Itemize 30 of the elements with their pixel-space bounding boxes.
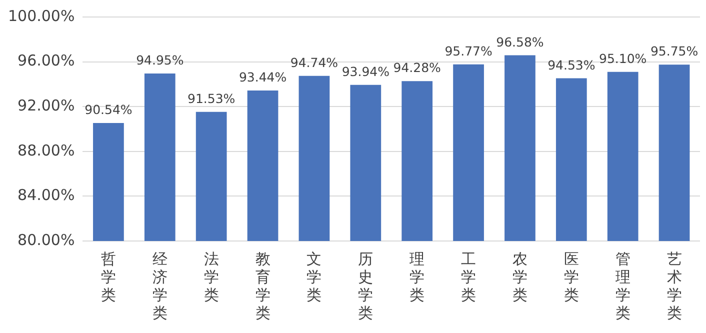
x-tick-label: 哲学类 (100, 250, 116, 304)
data-label: 91.53% (188, 90, 236, 106)
y-tick-label: 88.00% (18, 141, 75, 160)
data-label: 94.53% (548, 57, 596, 72)
data-label: 95.10% (599, 50, 647, 66)
x-tick-label: 理学类 (410, 250, 425, 304)
x-tick-label: 文学类 (306, 250, 322, 304)
data-label: 95.77% (444, 43, 492, 58)
data-label: 93.94% (342, 64, 390, 79)
x-tick-label: 管理学类 (615, 250, 630, 322)
data-label: 94.28% (393, 60, 442, 76)
x-tick-label: 工学类 (461, 250, 476, 304)
x-tick-label: 法学类 (204, 250, 219, 304)
data-label: 94.95% (136, 52, 184, 68)
data-label: 94.74% (290, 54, 338, 70)
y-tick-label: 84.00% (18, 186, 75, 204)
x-tick-label: 教育学类 (255, 250, 270, 322)
y-tick-label: 100.00% (8, 6, 75, 25)
data-label: 95.75% (650, 44, 698, 59)
y-tick-label: 96.00% (18, 52, 75, 70)
x-tick-label: 农学类 (512, 250, 528, 304)
data-label: 90.54% (84, 102, 132, 117)
x-tick-label: 历史学类 (358, 250, 374, 322)
x-tick-label: 经济学类 (152, 250, 168, 322)
data-label: 93.44% (238, 69, 287, 84)
y-tick-label: 92.00% (18, 96, 75, 114)
y-tick-label: 80.00% (18, 230, 75, 249)
x-tick-label: 艺术学类 (666, 250, 682, 322)
x-tick-label: 医学类 (564, 250, 579, 304)
data-label: 96.58% (496, 34, 544, 50)
